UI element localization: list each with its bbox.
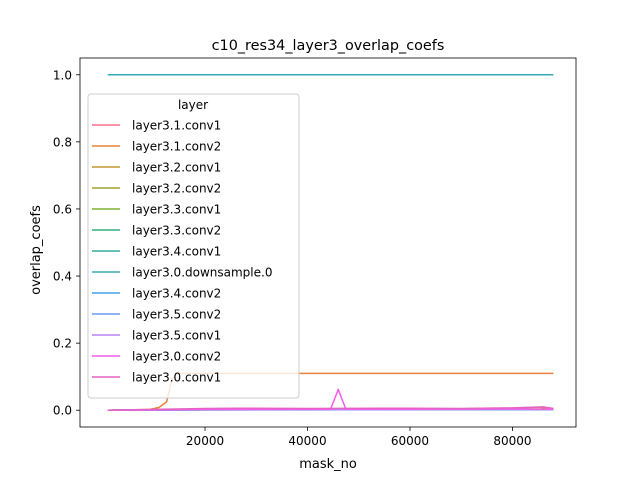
legend-entry-label: layer3.3.conv2 [132, 224, 221, 238]
legend: layer layer3.1.conv1 layer3.1.conv2 layer3.… [87, 93, 300, 399]
x-tick-label: 20000 [186, 434, 224, 448]
legend-entry-label: layer3.1.conv1 [132, 119, 221, 133]
chart-title: c10_res34_layer3_overlap_coefs [212, 38, 445, 54]
legend-entry-label: layer3.1.conv2 [132, 140, 221, 154]
x-tick-label: 80000 [493, 434, 531, 448]
legend-entry-label: layer3.2.conv2 [132, 182, 221, 196]
x-tick-label: 60000 [391, 434, 429, 448]
legend-entry-label: layer3.2.conv1 [132, 161, 221, 175]
legend-entry-label: layer3.4.conv2 [132, 287, 221, 301]
x-tick-label: 40000 [288, 434, 326, 448]
y-tick-label: 0.4 [53, 270, 72, 284]
legend-entry-label: layer3.0.conv2 [132, 350, 221, 364]
y-tick-label: 1.0 [53, 68, 72, 82]
legend-box [87, 93, 300, 399]
legend-entry-label: layer3.0.downsample.0 [132, 266, 272, 280]
y-axis-label: overlap_coefs [29, 205, 44, 295]
y-tick-label: 0.0 [53, 404, 72, 418]
series-line-12 [107, 406, 554, 411]
x-axis-label: mask_no [299, 457, 357, 472]
legend-entry-label: layer3.4.conv1 [132, 245, 221, 259]
y-tick-label: 0.8 [53, 135, 72, 149]
legend-title: layer [178, 98, 208, 112]
legend-entry-label: layer3.0.conv1 [132, 371, 221, 385]
y-tick-label: 0.2 [53, 337, 72, 351]
plot-frame [79, 57, 577, 428]
legend-entry-label: layer3.5.conv2 [132, 308, 221, 322]
legend-entry-label: layer3.3.conv1 [132, 203, 221, 217]
legend-entry-label: layer3.5.conv1 [132, 329, 221, 343]
y-tick-label: 0.6 [53, 202, 72, 216]
